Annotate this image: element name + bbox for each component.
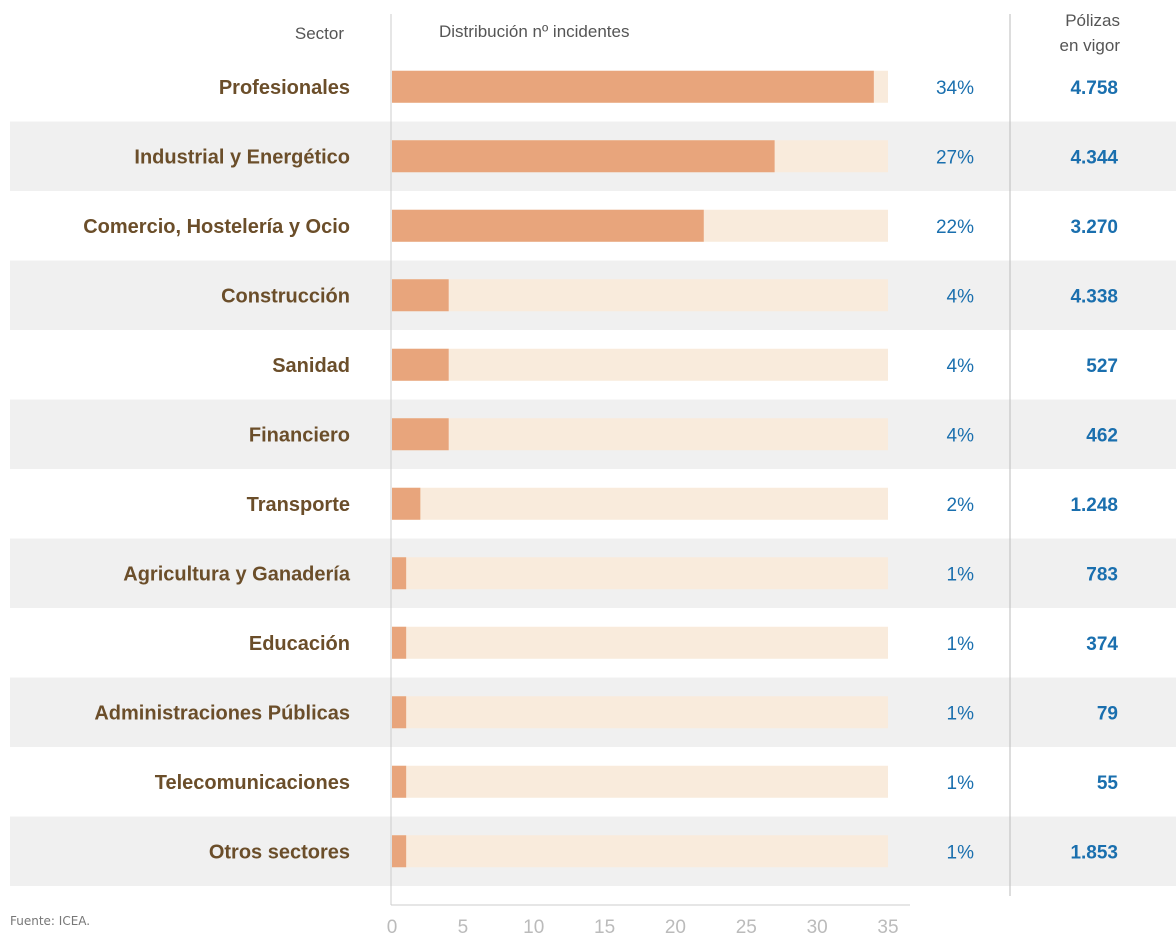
bar — [392, 70, 874, 103]
percent-label: 1% — [947, 703, 975, 724]
percent-label: 1% — [947, 842, 975, 863]
category-label: Profesionales — [219, 77, 350, 99]
category-label: Financiero — [249, 424, 350, 446]
percent-label: 22% — [936, 217, 974, 238]
percent-label: 27% — [936, 147, 974, 168]
bar-track — [392, 348, 888, 381]
polizas-label: 527 — [1086, 356, 1118, 377]
percent-label: 4% — [947, 286, 975, 307]
category-label: Industrial y Energético — [134, 146, 350, 168]
category-label: Agricultura y Ganadería — [123, 563, 351, 585]
percent-label: 1% — [947, 634, 975, 655]
x-tick-label: 10 — [523, 917, 544, 938]
bar — [392, 696, 407, 729]
polizas-label: 462 — [1086, 425, 1118, 446]
x-tick-label: 20 — [665, 917, 686, 938]
bar-track — [392, 279, 888, 312]
bar — [392, 835, 407, 868]
source-note: Fuente: ICEA. — [10, 914, 91, 928]
x-tick-label: 5 — [458, 917, 469, 938]
bar-track — [392, 835, 888, 868]
category-label: Transporte — [247, 494, 350, 516]
bar — [392, 765, 407, 798]
policies-header: Pólizas en vigor — [1010, 8, 1120, 58]
polizas-label: 4.344 — [1070, 147, 1118, 168]
category-label: Educación — [249, 633, 350, 655]
bar-track — [392, 696, 888, 729]
policies-header-line1: Pólizas — [1065, 11, 1120, 30]
category-label: Comercio, Hostelería y Ocio — [83, 216, 350, 238]
polizas-label: 783 — [1086, 564, 1118, 585]
category-label: Sanidad — [272, 355, 350, 377]
polizas-label: 374 — [1086, 634, 1118, 655]
bar — [392, 418, 449, 451]
sector-header: Sector — [294, 24, 344, 43]
bar — [392, 209, 704, 242]
x-tick-label: 15 — [594, 917, 615, 938]
percent-label: 34% — [936, 78, 974, 99]
percent-label: 1% — [947, 564, 975, 585]
bar — [392, 279, 449, 312]
category-label: Construcción — [221, 285, 350, 307]
percent-label: 2% — [947, 495, 975, 516]
percent-label: 1% — [947, 773, 975, 794]
percent-label: 4% — [947, 425, 975, 446]
bar — [392, 487, 421, 520]
x-tick-label: 0 — [387, 917, 398, 938]
policies-header-line2: en vigor — [1059, 36, 1120, 55]
polizas-label: 4.758 — [1070, 78, 1118, 99]
bar — [392, 140, 775, 173]
polizas-label: 4.338 — [1070, 286, 1118, 307]
distribution-header: Distribución nº incidentes — [439, 22, 630, 41]
polizas-label: 3.270 — [1070, 217, 1118, 238]
bar-track — [392, 557, 888, 590]
category-label: Telecomunicaciones — [155, 772, 350, 794]
bar-track — [392, 487, 888, 520]
x-tick-label: 35 — [877, 917, 898, 938]
percent-label: 4% — [947, 356, 975, 377]
bar-track — [392, 765, 888, 798]
bar-track — [392, 626, 888, 659]
x-tick-label: 30 — [807, 917, 828, 938]
bar — [392, 557, 407, 590]
polizas-label: 55 — [1097, 773, 1119, 794]
category-label: Administraciones Públicas — [94, 702, 350, 724]
x-tick-label: 25 — [736, 917, 757, 938]
polizas-label: 79 — [1097, 703, 1118, 724]
polizas-label: 1.853 — [1070, 842, 1118, 863]
bar — [392, 626, 407, 659]
polizas-label: 1.248 — [1070, 495, 1118, 516]
bar — [392, 348, 449, 381]
bar-track — [392, 418, 888, 451]
category-label: Otros sectores — [209, 841, 350, 863]
